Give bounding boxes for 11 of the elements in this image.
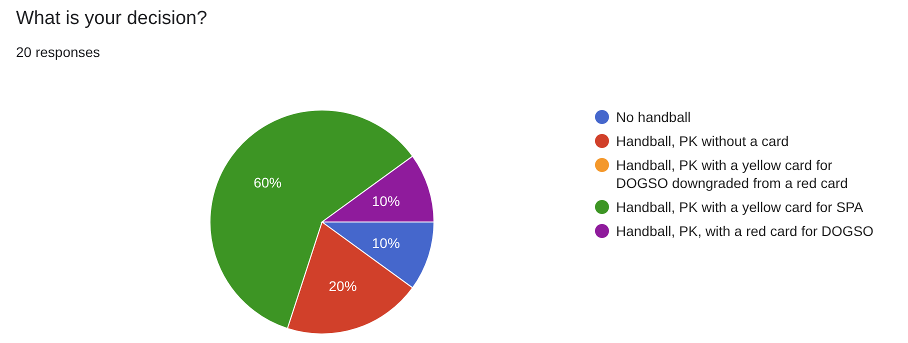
- data-label: 20%: [328, 278, 357, 294]
- data-label: 10%: [372, 193, 400, 210]
- legend-label: Handball, PK, with a red card for DOGSO: [616, 222, 875, 240]
- legend-label: Handball, PK with a yellow card for DOGSO downgraded from a red card: [616, 156, 849, 192]
- chart-title: What is your decision?: [16, 8, 208, 30]
- legend-label: Handball, PK with a yellow card for SPA: [616, 198, 864, 216]
- text: 20 responses: [16, 44, 100, 60]
- legend-label: No handball: [616, 108, 692, 126]
- legend-label: Handball, PK without a card: [616, 132, 790, 150]
- data-label: 10%: [372, 234, 400, 251]
- data-label: 60%: [254, 174, 282, 190]
